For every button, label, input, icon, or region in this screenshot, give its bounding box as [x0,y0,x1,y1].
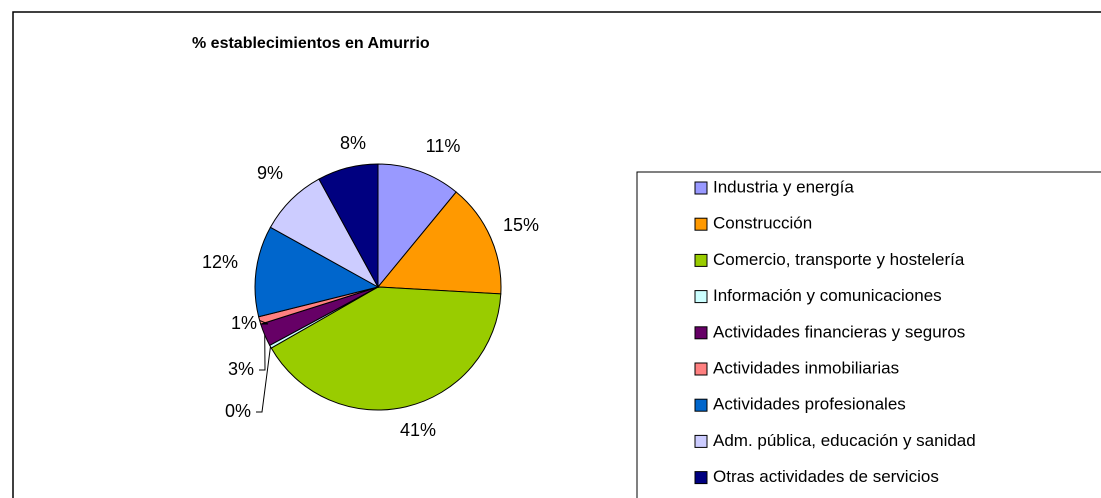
chart-title: % establecimientos en Amurrio [192,35,430,52]
legend-swatch [694,326,708,340]
data-label: 3% [228,359,254,379]
data-label: 9% [257,163,283,183]
legend-swatch [694,471,708,485]
legend-swatch [694,253,708,267]
data-label: 41% [400,420,436,440]
leader-line [259,334,266,371]
pie-slice [318,163,379,288]
legend-box [636,171,1101,498]
leader-line [256,346,271,413]
pie-slice [254,226,380,318]
legend-label: Comercio, transporte y hostelería [713,250,965,269]
legend-swatch [694,290,708,304]
data-label: 1% [231,313,257,333]
legend-label: Construcción [713,214,812,233]
legend-swatch [694,217,708,231]
data-label: 11% [426,136,461,156]
data-label: 0% [225,401,251,421]
data-label: 12% [202,252,238,272]
pie-slice [376,191,502,295]
data-label: 15% [503,215,539,235]
legend-swatch [694,362,708,376]
legend-label: Actividades inmobiliarias [713,358,899,377]
legend-swatch [694,398,708,412]
legend-label: Actividades profesionales [713,395,906,414]
pie-slice [270,286,502,411]
legend-label: Adm. pública, educación y sanidad [713,431,976,450]
legend-swatch [694,434,708,448]
legend-label: Otras actividades de servicios [713,467,939,486]
pie-slice [377,163,457,289]
legend-label: Actividades financieras y seguros [713,322,965,341]
legend-swatch [694,181,708,195]
legend-label: Industria y energía [713,177,854,196]
leader-line [259,319,269,325]
legend-label: Información y comunicaciones [713,286,942,305]
data-label: 8% [340,133,366,153]
